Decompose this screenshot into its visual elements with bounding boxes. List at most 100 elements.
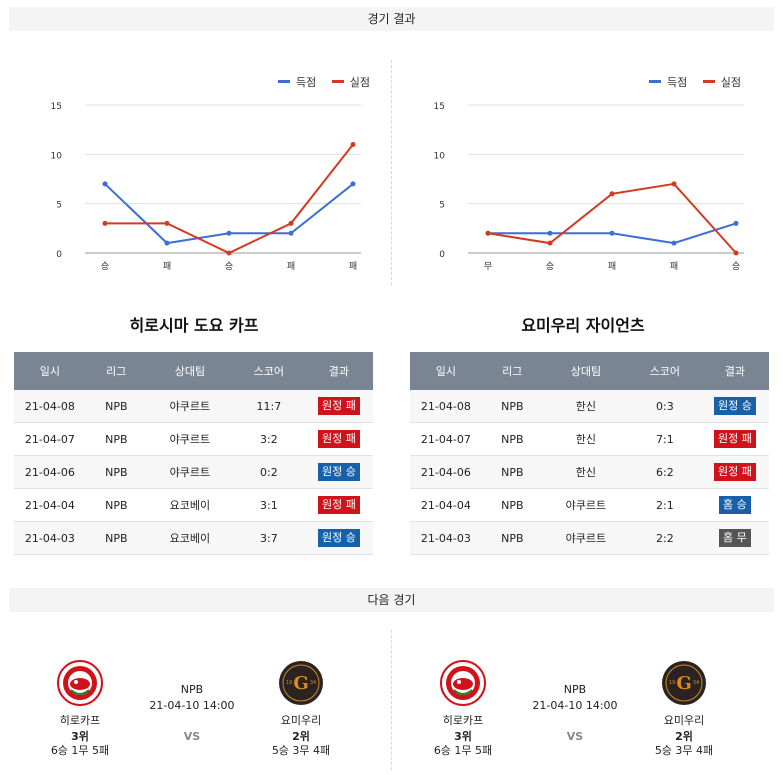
result-badge: 홈 무 xyxy=(719,529,751,547)
chart-hiroshima: 0 5 10 15 승 패 승 패 패 득점 실점 xyxy=(10,60,390,280)
cell-result: 홈 무 xyxy=(700,521,769,555)
cell-opp: 야쿠르트 xyxy=(146,422,233,456)
cell-score: 7:1 xyxy=(628,422,701,456)
cell-opp: 요코베이 xyxy=(146,488,233,522)
y-tick-label: 5 xyxy=(56,201,62,211)
cell-score: 3:2 xyxy=(232,422,305,456)
data-point xyxy=(547,230,553,236)
legend-scored-label: 득점 xyxy=(667,75,688,89)
data-point xyxy=(671,181,677,187)
cell-opp: 야쿠르트 xyxy=(146,390,233,423)
team-title-hiroshima: 히로시마 도요 카프 xyxy=(129,316,259,335)
home-team-record: 6승 1무 5패 xyxy=(50,744,110,757)
column-header: 일시 xyxy=(14,352,86,390)
cell-league: NPB xyxy=(481,390,543,423)
cell-league: NPB xyxy=(481,521,543,555)
data-point xyxy=(164,240,170,246)
table-header-row: 일시 리그 상대팀 스코어 결과 xyxy=(14,352,373,390)
legend-scored-swatch xyxy=(649,80,661,83)
data-point xyxy=(288,230,294,236)
cell-score: 2:1 xyxy=(628,488,701,522)
svg-text:34: 34 xyxy=(693,680,699,686)
cell-result: 원정 승 xyxy=(304,521,373,555)
vs-label: VS xyxy=(566,730,584,743)
yomiuri-giants-logo-icon: G 19 34 xyxy=(661,660,707,706)
data-point xyxy=(733,250,739,256)
cell-date: 21-04-03 xyxy=(14,521,86,555)
cell-opp: 야쿠르트 xyxy=(542,488,629,522)
chart-legend: 득점 실점 xyxy=(266,73,370,90)
data-point xyxy=(102,181,108,187)
table-row: 21-04-06 NPB 야쿠르트 0:2 원정 승 xyxy=(14,455,373,489)
table-row: 21-04-08 NPB 야쿠르트 11:7 원정 패 xyxy=(14,390,373,423)
column-header: 일시 xyxy=(410,352,482,390)
cell-result: 홈 승 xyxy=(700,488,769,522)
cell-league: NPB xyxy=(481,422,543,456)
y-tick-label: 15 xyxy=(51,102,62,112)
chart-legend: 득점 실점 xyxy=(637,73,741,90)
x-tick-label: 승 xyxy=(101,261,109,272)
x-tick-label: 패 xyxy=(608,261,616,272)
cell-score: 2:2 xyxy=(628,521,701,555)
result-badge: 원정 패 xyxy=(713,463,756,481)
legend-conceded-label: 실점 xyxy=(349,75,370,89)
data-point xyxy=(226,230,232,236)
cell-result: 원정 패 xyxy=(700,455,769,489)
result-badge: 홈 승 xyxy=(719,496,751,514)
data-point xyxy=(102,220,108,226)
svg-text:19: 19 xyxy=(669,680,675,686)
column-header: 결과 xyxy=(304,352,373,390)
data-point xyxy=(671,240,677,246)
cell-date: 21-04-08 xyxy=(410,390,482,423)
chart-divider xyxy=(391,60,392,285)
table-row: 21-04-08 NPB 한신 0:3 원정 승 xyxy=(410,390,769,423)
svg-text:34: 34 xyxy=(310,680,316,686)
next-game-card: 히로카프 3위 6승 1무 5패 NPB 21-04-10 14:00 VS G 19 34 요미… xyxy=(393,655,753,765)
table-row: 21-04-03 NPB 요코베이 3:7 원정 승 xyxy=(14,521,373,555)
cell-date: 21-04-06 xyxy=(14,455,86,489)
column-header: 리그 xyxy=(85,352,147,390)
y-tick-label: 10 xyxy=(434,151,446,161)
cell-result: 원정 패 xyxy=(304,422,373,456)
data-point xyxy=(288,220,294,226)
chart-hiroshima-svg: 0 5 10 15 승 패 승 패 패 xyxy=(51,102,361,272)
legend-conceded-swatch xyxy=(702,80,715,83)
away-team-rank: 2위 xyxy=(675,730,693,743)
x-tick-label: 승 xyxy=(546,261,554,272)
svg-text:G: G xyxy=(676,673,691,694)
data-point xyxy=(350,141,356,147)
results-table-hiroshima: 일시 리그 상대팀 스코어 결과 21-04-08 NPB 야쿠르트 11:7 원정 패 21-04… xyxy=(14,352,373,555)
legend-scored: 득점 xyxy=(649,74,687,90)
cell-opp: 야쿠르트 xyxy=(146,455,233,489)
next-section-title: 다음 경기 xyxy=(9,588,774,612)
cell-opp: 한신 xyxy=(542,422,629,456)
away-team-record: 5승 3무 4패 xyxy=(654,744,714,757)
table-row: 21-04-07 NPB 야쿠르트 3:2 원정 패 xyxy=(14,422,373,456)
home-team-rank: 3위 xyxy=(454,730,472,743)
cell-result: 원정 패 xyxy=(700,422,769,456)
league-label: NPB xyxy=(563,683,587,696)
next-divider xyxy=(391,630,392,770)
away-team-record: 5승 3무 4패 xyxy=(271,744,331,757)
cell-league: NPB xyxy=(85,390,147,423)
data-point xyxy=(609,191,615,197)
match-datetime: 21-04-10 14:00 xyxy=(532,699,618,712)
series-line-conceded xyxy=(105,143,354,255)
cell-result: 원정 승 xyxy=(304,455,373,489)
cell-opp: 요코베이 xyxy=(146,521,233,555)
y-tick-label: 15 xyxy=(434,102,445,112)
legend-scored: 득점 xyxy=(278,74,316,90)
home-team-name: 히로카프 xyxy=(442,714,484,727)
cell-score: 3:1 xyxy=(232,488,305,522)
cell-score: 0:3 xyxy=(628,390,701,423)
table-row: 21-04-04 NPB 요코베이 3:1 원정 패 xyxy=(14,488,373,522)
cell-date: 21-04-07 xyxy=(14,422,86,456)
cell-league: NPB xyxy=(85,521,147,555)
data-point xyxy=(485,230,491,236)
table-header-row: 일시 리그 상대팀 스코어 결과 xyxy=(410,352,769,390)
away-team-rank: 2위 xyxy=(292,730,310,743)
league-label: NPB xyxy=(180,683,204,696)
cell-league: NPB xyxy=(481,455,543,489)
cell-league: NPB xyxy=(481,488,543,522)
results-section-title: 경기 결과 xyxy=(9,7,774,31)
